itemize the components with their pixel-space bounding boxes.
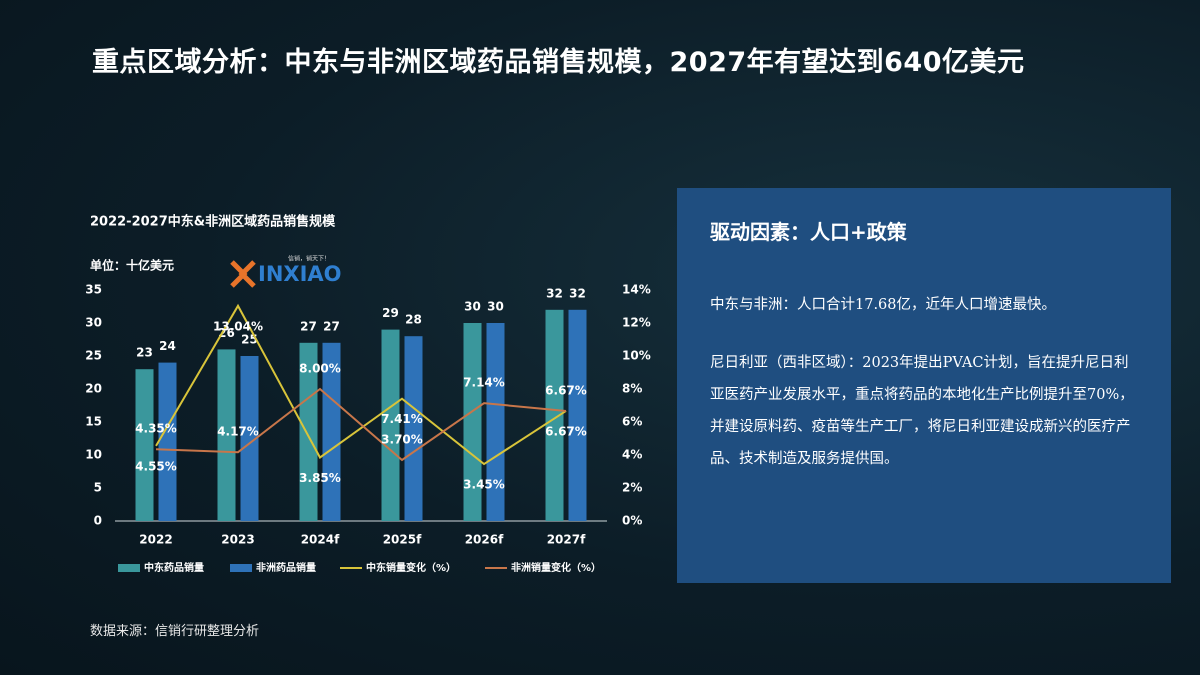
panel-heading: 驱动因素：人口+政策 xyxy=(710,220,907,244)
bar xyxy=(158,362,177,521)
y-tick-label: 15 xyxy=(85,415,102,429)
driver-panel: 驱动因素：人口+政策 中东与非洲：人口合计17.68亿，近年人口增速最快。 尼日… xyxy=(677,188,1171,583)
line-value-label: 3.70% xyxy=(381,432,423,446)
y2-tick-label: 8% xyxy=(622,382,642,396)
y-tick-label: 35 xyxy=(85,283,102,297)
line-value-label: 3.85% xyxy=(299,471,341,485)
logo-text: INXIAO xyxy=(258,262,342,286)
bar xyxy=(545,309,564,521)
chart-title: 2022-2027中东&非洲区域药品销售规模 xyxy=(90,214,336,230)
bar xyxy=(240,356,259,521)
bar xyxy=(217,349,236,521)
bar xyxy=(381,329,400,521)
bar-value-label: 26 xyxy=(218,326,235,340)
bar xyxy=(463,323,482,521)
bar xyxy=(135,369,154,521)
line-value-label: 4.17% xyxy=(217,425,259,439)
x-tick-label: 2022 xyxy=(139,533,172,547)
bar-value-label: 30 xyxy=(487,300,504,314)
y-tick-label: 30 xyxy=(85,316,102,330)
bar-value-label: 23 xyxy=(136,346,153,360)
panel-paragraph: 尼日利亚（西非区域）：2023年提出PVAC计划，旨在提升尼日利亚医药产业发展水… xyxy=(710,355,1134,467)
line-value-label: 6.67% xyxy=(545,424,587,438)
line-value-label: 6.67% xyxy=(545,383,587,397)
y-tick-label: 25 xyxy=(85,349,102,363)
line-value-label: 8.00% xyxy=(299,362,341,376)
bar xyxy=(404,336,423,521)
y-tick-label: 5 xyxy=(94,481,102,495)
panel-paragraph: 中东与非洲：人口合计17.68亿，近年人口增速最快。 xyxy=(710,297,1057,313)
line-value-label: 7.14% xyxy=(463,376,505,390)
line-value-label: 4.35% xyxy=(135,422,177,436)
y-tick-label: 10 xyxy=(85,448,102,462)
line-value-label: 4.55% xyxy=(135,459,177,473)
bar xyxy=(299,342,318,521)
bar xyxy=(568,309,587,521)
line-series xyxy=(155,303,567,466)
legend-label: 中东销量变化（%） xyxy=(366,561,456,574)
logo-mark xyxy=(230,260,256,288)
line-series xyxy=(155,387,567,462)
y2-tick-label: 14% xyxy=(622,283,651,297)
legend-label: 非洲销量变化（%） xyxy=(511,561,601,574)
y2-tick-label: 4% xyxy=(622,448,642,462)
y2-tick-label: 2% xyxy=(622,481,642,495)
bar-value-label: 27 xyxy=(300,319,317,333)
legend-label: 中东药品销量 xyxy=(144,561,204,574)
y2-tick-label: 10% xyxy=(622,349,651,363)
line-value-label: 7.41% xyxy=(381,412,423,426)
y2-tick-label: 6% xyxy=(622,415,642,429)
y2-tick-label: 0% xyxy=(622,514,642,528)
legend-swatch xyxy=(230,564,252,572)
y-tick-label: 0 xyxy=(94,514,102,528)
bar-value-label: 29 xyxy=(382,306,399,320)
x-tick-label: 2027f xyxy=(547,533,586,547)
x-tick-label: 2024f xyxy=(301,533,340,547)
bar-value-label: 27 xyxy=(323,319,340,333)
x-tick-label: 2023 xyxy=(221,533,254,547)
bar xyxy=(322,342,341,521)
unit-label: 单位：十亿美元 xyxy=(90,258,174,273)
slide-title: 重点区域分析：中东与非洲区域药品销售规模，2027年有望达到640亿美元 xyxy=(92,47,1025,78)
source-note: 数据来源：信销行研整理分析 xyxy=(90,624,260,639)
bar-value-label: 28 xyxy=(405,313,422,327)
logo-tagline: 信销，销天下！ xyxy=(288,255,330,263)
bar-value-label: 32 xyxy=(546,286,563,300)
bar-value-label: 24 xyxy=(159,339,176,353)
y-tick-label: 20 xyxy=(85,382,102,396)
y2-tick-label: 12% xyxy=(622,316,651,330)
logo: INXIAO 信销，销天下！ xyxy=(230,255,342,288)
x-tick-label: 2025f xyxy=(383,533,422,547)
x-tick-label: 2026f xyxy=(465,533,504,547)
bar-value-label: 30 xyxy=(464,300,481,314)
legend-label: 非洲药品销量 xyxy=(256,561,316,574)
line-value-label: 3.45% xyxy=(463,478,505,492)
line-value-label: 13.04% xyxy=(213,319,263,333)
legend-swatch xyxy=(118,564,140,572)
bar-value-label: 32 xyxy=(569,286,586,300)
bar xyxy=(486,323,505,521)
